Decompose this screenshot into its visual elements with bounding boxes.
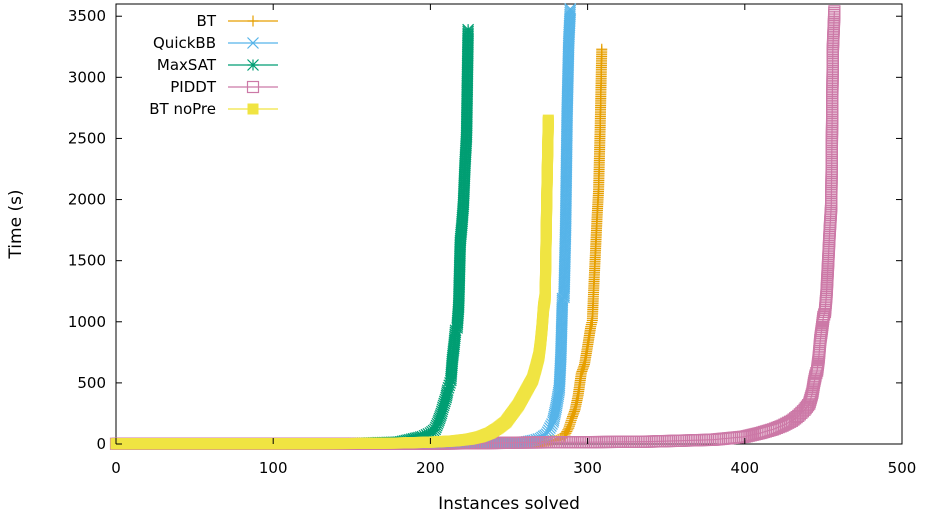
data-point: [429, 421, 442, 434]
data-point: [439, 393, 452, 406]
series-line-bt-nopre: [116, 120, 549, 445]
x-axis-label: Instances solved: [438, 494, 580, 514]
y-tick-label: 3000: [68, 68, 106, 86]
data-point: [542, 424, 555, 437]
legend-label-maxsat: MaxSAT: [157, 56, 217, 74]
data-point: [434, 409, 447, 422]
legend-marker-piddt: [246, 80, 260, 94]
data-point: [441, 384, 454, 397]
legend-label-quickbb: QuickBB: [153, 34, 216, 52]
data-point: [416, 430, 429, 443]
data-point: [438, 397, 451, 410]
data-point: [433, 412, 446, 425]
x-tick-label: 400: [730, 459, 759, 477]
data-point: [541, 426, 554, 439]
data-point: [429, 423, 442, 436]
data-point: [442, 381, 455, 394]
data-point: [792, 409, 805, 422]
y-tick-label: 1500: [68, 252, 106, 270]
x-tick-label: 500: [888, 459, 917, 477]
series-line-maxsat: [116, 29, 469, 445]
y-tick-label: 2000: [68, 191, 106, 209]
plot-frame: [115, 3, 903, 445]
y-tick-label: 3500: [68, 7, 106, 25]
series-piddt: [109, 5, 841, 450]
data-point: [437, 401, 449, 414]
data-point: [449, 324, 462, 337]
data-point: [596, 43, 608, 55]
series-maxsat: [110, 23, 475, 450]
series-bt-nopre: [110, 114, 554, 450]
data-point: [420, 428, 433, 441]
data-point: [422, 427, 435, 440]
x-tick-label: 100: [259, 459, 288, 477]
data-point: [438, 395, 451, 408]
data-point: [818, 308, 831, 321]
x-tick-label: 200: [416, 459, 445, 477]
data-point: [432, 414, 445, 427]
y-tick-label: 500: [77, 374, 106, 392]
data-point: [564, 8, 576, 21]
data-point: [817, 310, 830, 323]
x-tick-label: 300: [573, 459, 602, 477]
data-point: [544, 420, 557, 432]
series-line-quickbb: [116, 8, 571, 445]
legend-marker-maxsat: [247, 59, 259, 71]
data-point: [443, 379, 456, 392]
data-point: [432, 416, 445, 428]
legend-label-bt: BT: [197, 12, 217, 30]
data-point: [437, 399, 450, 412]
legend-label-bt-nopre: BT noPre: [149, 100, 216, 118]
data-point: [828, 5, 841, 18]
data-point: [542, 114, 554, 126]
data-point: [785, 414, 799, 427]
y-tick-label: 0: [96, 435, 106, 453]
data-point: [564, 2, 577, 15]
legend-label-piddt: PIDDT: [170, 78, 217, 96]
data-point: [462, 23, 475, 36]
series-line-piddt: [116, 11, 835, 445]
axis-layer: 0 100 200 300 400 500 0 500 1000 1500 2000 2500 3000…: [68, 4, 917, 477]
data-point: [564, 6, 577, 19]
y-axis-label: Time (s): [6, 189, 26, 259]
data-point: [418, 429, 431, 442]
data-point: [444, 376, 456, 389]
x-tick-label: 0: [111, 459, 121, 477]
data-point: [800, 400, 813, 413]
data-point: [430, 419, 443, 432]
data-point: [564, 4, 577, 17]
y-tick-label: 2500: [68, 129, 106, 147]
legend-marker-bt-nopre: [247, 103, 259, 115]
data-point: [434, 410, 447, 423]
legend: BT QuickBB MaxSAT PIDDT BT noPre: [149, 12, 278, 118]
data-point: [543, 422, 556, 435]
series-layer: [109, 2, 841, 450]
data-point: [431, 417, 444, 430]
legend-marker-quickbb: [247, 37, 259, 49]
legend-marker-bt: [247, 15, 259, 27]
y-tick-label: 1000: [68, 313, 106, 331]
